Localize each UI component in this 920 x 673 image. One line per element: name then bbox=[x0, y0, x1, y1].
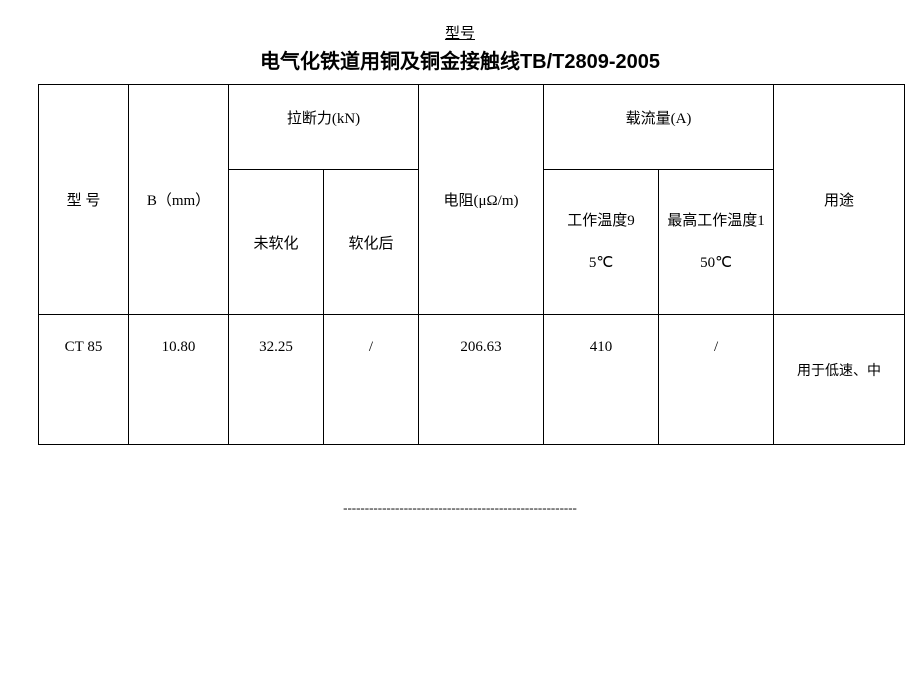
table-row: CT 85 10.80 32.25 / 206.63 410 / 用于低速、中 bbox=[39, 315, 905, 445]
header-current-work-line2: 5℃ bbox=[546, 242, 656, 284]
header-use: 用途 bbox=[774, 85, 905, 315]
header-current-work-line1: 工作温度9 bbox=[546, 200, 656, 242]
header-tensile-un: 未软化 bbox=[229, 170, 324, 315]
header-tensile-soft: 软化后 bbox=[324, 170, 419, 315]
cell-resistance: 206.63 bbox=[419, 315, 544, 445]
cell-model: CT 85 bbox=[39, 315, 129, 445]
cell-current-max: / bbox=[659, 315, 774, 445]
cell-tensile-soft: / bbox=[324, 315, 419, 445]
cell-current-work: 410 bbox=[544, 315, 659, 445]
header-label: 型号 bbox=[0, 22, 920, 43]
cell-tensile-un: 32.25 bbox=[229, 315, 324, 445]
header-current-max-line1: 最高工作温度1 bbox=[661, 200, 771, 242]
spec-table: 型 号 B（mm） 拉断力(kN) 电阻(μΩ/m) 载流量(A) 用途 未软化… bbox=[38, 84, 905, 445]
header-tensile-group: 拉断力(kN) bbox=[229, 85, 419, 170]
header-current-group: 载流量(A) bbox=[544, 85, 774, 170]
footer-dashes: ----------------------------------------… bbox=[0, 500, 920, 516]
cell-use: 用于低速、中 bbox=[774, 315, 905, 445]
cell-b: 10.80 bbox=[129, 315, 229, 445]
page-title: 电气化铁道用铜及铜金接触线TB/T2809-2005 bbox=[0, 45, 920, 74]
header-resistance: 电阻(μΩ/m) bbox=[419, 85, 544, 315]
header-current-work: 工作温度9 5℃ bbox=[544, 170, 659, 315]
header-b: B（mm） bbox=[129, 85, 229, 315]
header-model: 型 号 bbox=[39, 85, 129, 315]
header-current-max: 最高工作温度1 50℃ bbox=[659, 170, 774, 315]
header-current-max-line2: 50℃ bbox=[661, 242, 771, 284]
